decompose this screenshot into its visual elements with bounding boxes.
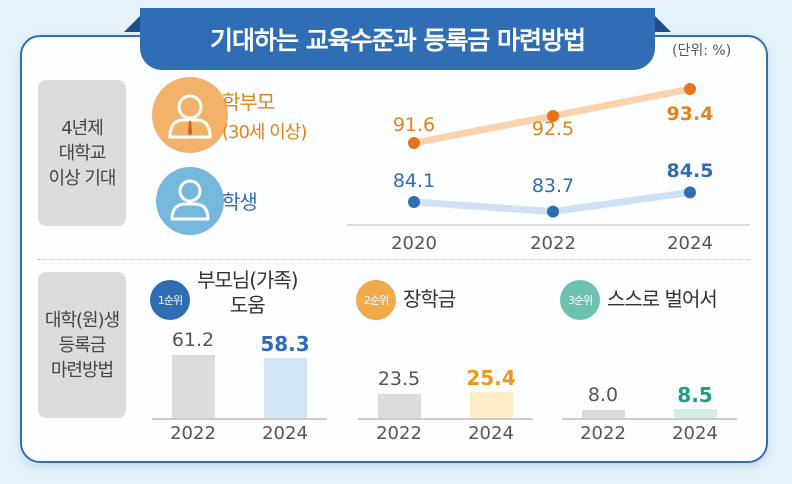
data-point — [684, 83, 696, 95]
category-label: 장학금 — [403, 287, 456, 311]
data-point — [547, 205, 559, 218]
rank-badge: 2순위 — [356, 280, 396, 320]
category-label: 스스로 벌어서 — [607, 287, 718, 311]
data-label: 93.4 — [667, 103, 714, 125]
data-label: 83.7 — [532, 175, 574, 197]
student-icon — [156, 167, 224, 235]
data-label: 84.5 — [667, 160, 714, 182]
parent-sublabel: (30세 이상) — [222, 122, 307, 143]
page-title: 기대하는 교육수준과 등록금 마련방법 — [209, 26, 586, 55]
bar-value-label: 61.2 — [171, 328, 215, 351]
rank-badge: 3순위 — [560, 280, 600, 320]
data-label: 92.5 — [532, 118, 574, 140]
divider — [38, 259, 750, 260]
bar — [378, 393, 421, 418]
x-tick-label: 2020 — [391, 233, 437, 254]
data-point — [408, 137, 420, 149]
title-banner: 기대하는 교육수준과 등록금 마련방법 — [124, 8, 671, 70]
data-point — [547, 110, 559, 122]
section1-label: 4년제 대학교 이상 기대 — [38, 80, 126, 226]
bar-year-label: 2024 — [468, 423, 514, 444]
bar-axis — [152, 418, 327, 420]
line-chart: 2020 2022 2024 91.6 92.5 93.4 84.1 83.7 84.5 — [347, 83, 750, 254]
bar-value-label: 23.5 — [377, 367, 421, 390]
rank-badge: 1순위 — [150, 280, 190, 320]
bar-axis — [562, 418, 737, 420]
bar-year-label: 2022 — [376, 423, 422, 444]
data-label: 91.6 — [393, 114, 435, 136]
bar-value-label: 25.4 — [466, 365, 516, 390]
section2-label: 대학(원)생 등록금 마련방법 — [38, 272, 126, 418]
bar — [674, 409, 717, 418]
data-point — [684, 186, 696, 199]
data-point — [408, 196, 420, 208]
data-label: 84.1 — [393, 170, 435, 192]
bar — [172, 354, 215, 418]
parent-icon — [152, 77, 228, 153]
bar-year-label: 2024 — [262, 423, 308, 444]
bar — [582, 409, 625, 418]
x-tick-label: 2022 — [530, 233, 576, 254]
bar-axis — [358, 418, 533, 420]
category-label: 부모님(가족) 도움 — [197, 268, 299, 317]
bar-year-label: 2022 — [580, 423, 626, 444]
bar-year-label: 2022 — [170, 423, 216, 444]
bar-value-label: 8.5 — [677, 383, 713, 408]
bar — [470, 391, 513, 418]
student-label: 학생 — [222, 190, 258, 214]
unit-label: (단위: %) — [672, 43, 732, 59]
infographic-panel — [20, 35, 768, 463]
bar — [264, 357, 307, 418]
parent-label: 학부모 — [222, 90, 275, 114]
x-tick-label: 2024 — [667, 233, 713, 254]
bar-value-label: 58.3 — [260, 331, 310, 356]
bar-value-label: 8.0 — [587, 383, 619, 406]
bar-year-label: 2024 — [672, 423, 718, 444]
